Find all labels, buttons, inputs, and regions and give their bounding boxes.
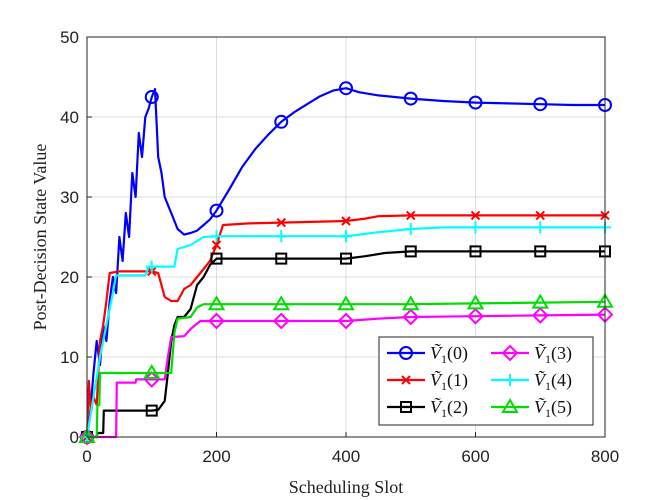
- legend-label: Ṽ1(0): [430, 343, 468, 366]
- data-point: [337, 295, 355, 311]
- data-point: [403, 91, 418, 106]
- legend-label: Ṽ1(3): [534, 343, 572, 366]
- data-point: [78, 428, 96, 446]
- y-tick-label: 50: [60, 28, 79, 47]
- data-point: [535, 210, 545, 221]
- x-tick-label: 200: [202, 447, 230, 466]
- data-point: [143, 364, 161, 379]
- data-point: [144, 90, 159, 104]
- legend-label: Ṽ1(4): [534, 370, 572, 393]
- data-point: [340, 252, 352, 265]
- legend-entry: Ṽ1(0): [387, 343, 468, 366]
- data-point: [337, 312, 355, 330]
- data-point: [272, 312, 290, 330]
- series-line: [87, 313, 606, 439]
- data-point: [275, 230, 288, 243]
- legend-label: Ṽ1(2): [430, 397, 468, 420]
- y-tick-label: 10: [60, 348, 79, 367]
- y-tick-label: 40: [60, 108, 79, 127]
- x-tick-label: 400: [332, 447, 360, 466]
- legend-marker: [501, 344, 519, 362]
- series-line: [85, 214, 605, 438]
- x-tick-label: 600: [461, 447, 489, 466]
- data-point: [534, 245, 547, 258]
- data-point: [402, 308, 420, 326]
- series-line: [87, 300, 606, 439]
- data-point: [276, 217, 286, 228]
- legend-marker: [401, 375, 411, 385]
- legend-label: Ṽ1(5): [534, 397, 572, 420]
- data-point: [275, 252, 288, 265]
- y-tick-label: 30: [60, 188, 79, 207]
- data-point: [531, 306, 549, 324]
- data-point: [208, 312, 225, 330]
- data-point: [534, 221, 547, 234]
- data-point: [209, 203, 224, 218]
- tick-labels: 0 200 400 600 800 0 10 20 30 40 50: [60, 28, 619, 466]
- data-point: [404, 223, 417, 235]
- data-point: [402, 295, 420, 311]
- data-point: [207, 295, 226, 311]
- series-5: [78, 292, 614, 443]
- data-point: [274, 114, 289, 129]
- series-line: [85, 226, 605, 438]
- legend-entry: Ṽ1(2): [387, 397, 468, 420]
- data-point: [533, 97, 548, 112]
- data-point: [466, 294, 485, 310]
- legend-marker: [400, 401, 412, 413]
- legend: Ṽ1(0) Ṽ1(1) Ṽ1(2) Ṽ1(3) Ṽ1(4) Ṽ1(5): [378, 336, 594, 426]
- data-point: [406, 210, 416, 221]
- series-line: [87, 250, 605, 439]
- data-point: [470, 210, 481, 221]
- legend-entry: Ṽ1(5): [491, 397, 572, 420]
- data-point: [339, 81, 353, 96]
- data-point: [340, 230, 352, 243]
- data-point: [469, 245, 482, 258]
- data-point: [211, 240, 222, 250]
- data-point: [145, 260, 158, 273]
- legend-entry: Ṽ1(1): [387, 370, 468, 393]
- x-tick-label: 800: [591, 447, 619, 466]
- data-point: [531, 293, 549, 309]
- data-point: [210, 230, 223, 243]
- y-axis-title: Post-Decision State Value: [30, 144, 50, 331]
- x-tick-label: 0: [82, 447, 91, 466]
- data-point: [468, 95, 483, 110]
- data-point: [467, 307, 484, 325]
- data-point: [145, 404, 158, 417]
- data-point: [469, 221, 482, 234]
- legend-marker: [501, 398, 519, 413]
- legend-marker: [504, 374, 516, 386]
- series-3: [78, 306, 614, 446]
- data-point: [272, 295, 290, 311]
- legend-label: Ṽ1(1): [430, 370, 468, 393]
- legend-entry: Ṽ1(3): [491, 343, 572, 366]
- x-axis-title: Scheduling Slot: [289, 477, 404, 497]
- legend-marker: [399, 346, 413, 360]
- y-tick-label: 0: [70, 428, 79, 447]
- series-1: [82, 210, 610, 442]
- data-point: [341, 216, 351, 226]
- data-point: [404, 245, 417, 258]
- data-point: [210, 252, 223, 265]
- y-tick-label: 20: [60, 268, 79, 287]
- data-point: [78, 428, 96, 443]
- legend-entry: Ṽ1(4): [491, 370, 572, 393]
